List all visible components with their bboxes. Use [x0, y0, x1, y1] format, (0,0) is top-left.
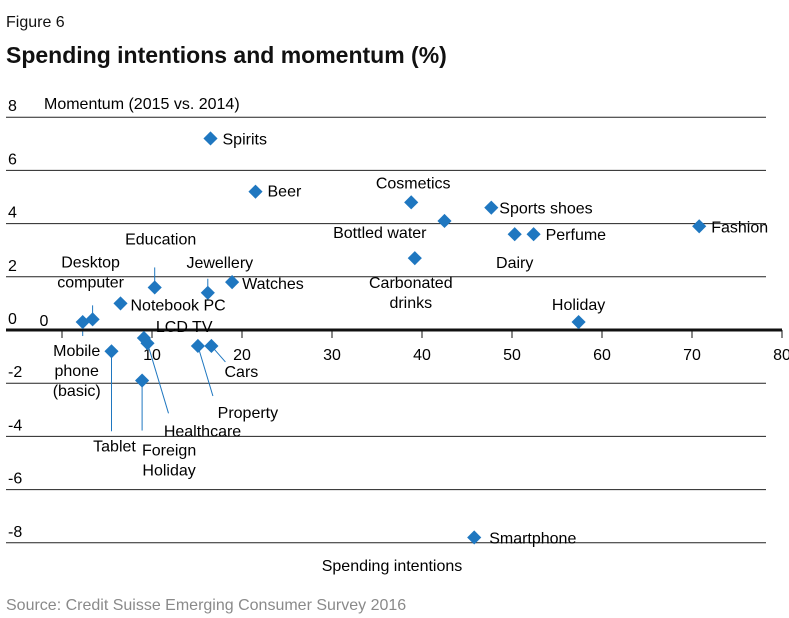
data-markers — [75, 131, 707, 545]
data-point-marker — [484, 200, 499, 215]
data-point-marker — [526, 227, 541, 242]
data-point-marker — [203, 131, 218, 146]
data-point-label: Education — [125, 231, 196, 248]
y-tick-label: 2 — [8, 258, 17, 275]
y-tick-label: 0 — [8, 311, 17, 328]
chart-title: Spending intentions and momentum (%) — [6, 42, 447, 68]
data-point-label: Fashion — [711, 219, 768, 236]
data-point-marker — [404, 195, 419, 210]
figure-label: Figure 6 — [6, 14, 65, 31]
x-axis-label: Spending intentions — [322, 558, 463, 575]
x-tick-label: 60 — [593, 347, 611, 364]
x-tick-label: 80 — [773, 347, 789, 364]
data-point-marker — [692, 219, 707, 234]
x-tick-label: 70 — [683, 347, 701, 364]
x-tick-label: 30 — [323, 347, 341, 364]
y-tick-label: -2 — [8, 364, 22, 381]
data-point-marker — [467, 530, 482, 545]
y-tick-label: -8 — [8, 524, 22, 541]
data-point-marker — [204, 338, 219, 354]
data-point-marker — [407, 251, 422, 266]
data-labels: Spirits Beer Cosmetics Bottled water Sports … — [53, 131, 768, 547]
data-point-label: Mobile phone (basic) — [53, 343, 101, 400]
data-point-label: Notebook PC — [131, 297, 226, 314]
x-tick-label: 40 — [413, 347, 431, 364]
leader-line — [197, 345, 214, 397]
data-point-label: Watches — [242, 276, 304, 293]
data-point-marker — [147, 280, 162, 295]
y-tick-label: -4 — [8, 417, 22, 434]
source-note: Source: Credit Suisse Emerging Consumer … — [6, 597, 407, 614]
data-point-label: Jewellery — [186, 255, 253, 272]
gridlines — [6, 116, 766, 544]
data-point-label: Sports shoes — [499, 201, 592, 218]
data-point-label: Cosmetics — [376, 175, 451, 192]
y-tick-label: 6 — [8, 151, 17, 168]
data-point-marker — [104, 344, 119, 359]
data-point-marker — [437, 213, 452, 229]
x-tick-label: 20 — [233, 347, 251, 364]
data-point-label: Healthcare — [164, 423, 241, 440]
data-point-label: Beer — [268, 184, 302, 201]
data-point-label: Smartphone — [489, 530, 576, 547]
data-point-label: Bottled water — [333, 225, 427, 242]
data-point-marker — [140, 336, 155, 351]
data-point-label: Holiday — [552, 297, 605, 314]
data-point-label: Tablet — [93, 438, 136, 455]
data-point-label: Dairy — [496, 255, 533, 272]
data-point-label: Spirits — [223, 131, 267, 148]
data-point-marker — [507, 227, 522, 242]
y-tick-label: 4 — [8, 205, 17, 222]
data-point-marker — [135, 373, 150, 388]
data-point-marker — [75, 314, 90, 330]
x-tick-label: 50 — [503, 347, 521, 364]
data-point-marker — [113, 296, 128, 311]
data-point-label: Property — [218, 405, 278, 422]
data-point-label: Cars — [225, 364, 259, 381]
y-tick-label: -6 — [8, 471, 22, 488]
x-tick-label: 10 — [143, 347, 161, 364]
data-point-marker — [248, 184, 263, 199]
y-tick-label: 8 — [8, 98, 17, 115]
data-point-label: Desktop computer — [57, 254, 124, 291]
data-point-marker — [225, 275, 240, 290]
data-point-label: Perfume — [546, 227, 607, 244]
data-point-label: Foreign Holiday — [142, 443, 196, 480]
y-axis-label: Momentum (2015 vs. 2014) — [44, 96, 240, 113]
leader-line — [147, 343, 169, 414]
data-point-marker — [571, 314, 586, 330]
data-point-label: LCD TV — [156, 319, 213, 336]
data-point-marker — [190, 338, 205, 354]
data-point-marker — [200, 285, 215, 300]
data-point-label: Carbonated drinks — [369, 275, 453, 312]
x-tick-label: 0 — [40, 313, 49, 330]
data-point-marker — [85, 312, 100, 327]
